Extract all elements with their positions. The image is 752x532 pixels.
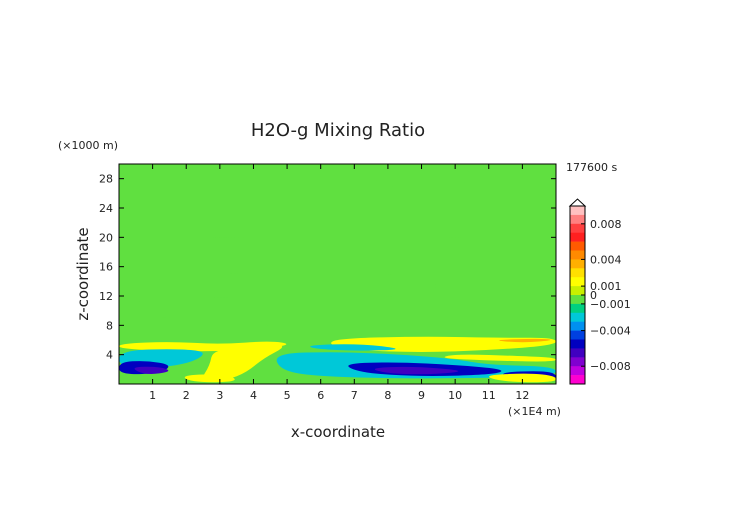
y-unit-label: (×1000 m) <box>58 139 118 152</box>
green-band-2 <box>128 191 352 205</box>
colorbar-swatch <box>570 375 585 385</box>
x-tick-label: 11 <box>482 389 496 402</box>
orange-strip-right <box>444 354 556 362</box>
x-tick-label: 7 <box>351 389 358 402</box>
colorbar-tick-label: 0.001 <box>590 280 622 293</box>
y-tick-label: 20 <box>99 231 113 244</box>
colorbar-swatch <box>570 295 585 305</box>
x-tick-label: 5 <box>284 389 291 402</box>
colorbar-tick-label: 0.008 <box>590 218 622 231</box>
colorbar-swatch <box>570 348 585 358</box>
cyan-layer-upper-mid <box>310 344 396 351</box>
colorbar-swatch <box>570 259 585 269</box>
colorbar-tick-label: −0.008 <box>590 360 631 373</box>
x-tick-label: 9 <box>418 389 425 402</box>
x-tick-label: 3 <box>216 389 223 402</box>
chart-title: H2O-g Mixing Ratio <box>251 120 425 141</box>
orange-surface-left <box>184 374 235 383</box>
x-tick-label: 6 <box>317 389 324 402</box>
x-axis: 1 2 3 4 5 6 7 8 9 10 11 12 <box>149 164 529 402</box>
plot-area <box>119 164 556 384</box>
x-tick-label: 4 <box>250 389 257 402</box>
colorbar-swatch <box>570 339 585 349</box>
colorbar-swatch <box>570 366 585 376</box>
y-tick-label: 8 <box>106 319 113 332</box>
x-tick-label: 1 <box>149 389 156 402</box>
colorbar-swatch <box>570 206 585 216</box>
y-tick-label: 16 <box>99 261 113 274</box>
colorbar-swatch <box>570 330 585 340</box>
x-tick-label: 2 <box>183 389 190 402</box>
x-tick-label: 8 <box>384 389 391 402</box>
x-unit-label: (×1E4 m) <box>508 405 561 418</box>
x-axis-label: x-coordinate <box>291 423 385 441</box>
colorbar-swatch <box>570 223 585 233</box>
colorbar-swatch <box>570 214 585 225</box>
green-band-5 <box>138 236 554 255</box>
y-axis-label: z-coordinate <box>74 227 92 320</box>
colorbar-tick-label: 0.004 <box>590 253 622 266</box>
plot-frame <box>118 163 557 385</box>
colorbar-swatch <box>570 241 585 251</box>
red-streak-right <box>498 338 551 343</box>
green-band-3 <box>188 205 554 218</box>
y-tick-label: 24 <box>99 202 113 215</box>
time-label: 177600 s <box>566 161 617 174</box>
colorbar-swatch <box>570 303 585 314</box>
navy-core-left <box>134 366 169 374</box>
colorbar-tick-label: 0 <box>590 289 597 302</box>
y-tick-label: 4 <box>106 349 113 362</box>
green-band-8 <box>128 296 537 321</box>
x-tick-label: 12 <box>515 389 529 402</box>
green-band-6 <box>131 258 554 275</box>
y-axis: 4 8 12 16 20 24 28 <box>99 173 556 362</box>
colorbar-tick-label: −0.004 <box>590 325 631 338</box>
green-band-1 <box>373 164 470 189</box>
orange-tongue-center <box>203 344 283 381</box>
colorbar-swatch <box>570 277 585 287</box>
colorbar-swatch <box>570 321 585 331</box>
colorbar-tick-label: −0.001 <box>590 298 631 311</box>
colorbar-swatch <box>570 312 585 322</box>
navy-core-mid <box>374 366 459 375</box>
x-tick-label: 10 <box>448 389 462 402</box>
colorbar-swatch <box>570 232 585 242</box>
colorbar-swatch <box>570 250 585 260</box>
y-tick-label: 12 <box>99 290 113 303</box>
colorbar-swatch <box>570 357 585 367</box>
green-band-4 <box>121 227 554 239</box>
colorbar-extend-arrow <box>568 198 587 207</box>
green-band-9 <box>121 317 268 337</box>
green-band-7 <box>155 273 436 299</box>
orange-surface-right <box>489 373 556 383</box>
y-tick-label: 28 <box>99 173 113 186</box>
colorbar-swatch <box>570 286 585 296</box>
colorbar-swatch <box>570 268 585 278</box>
